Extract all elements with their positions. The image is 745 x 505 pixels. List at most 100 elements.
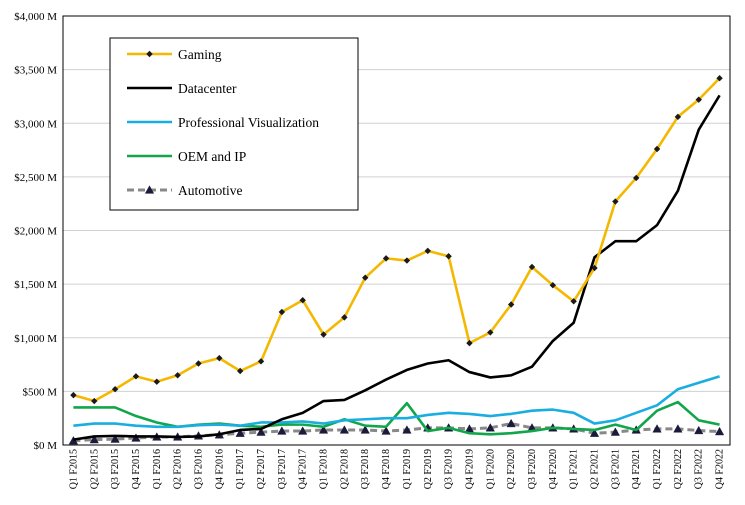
x-tick-label: Q4 F2015 [131,449,142,489]
x-tick-label: Q4 F2019 [464,449,475,489]
x-tick-label: Q1 F2018 [319,449,330,489]
x-tick-label: Q3 F2017 [277,449,288,489]
data-point [360,425,370,434]
data-point [694,425,704,435]
y-tick-label: $4,000 M [14,11,57,23]
data-point [341,314,348,321]
y-tick-label: $3,500 M [14,65,57,77]
y-tick-label: $0 M [33,440,57,452]
data-point [589,428,600,437]
data-point [216,354,223,362]
data-point [570,298,577,305]
data-point [278,308,286,316]
data-point [673,424,683,433]
data-point [716,75,723,82]
data-point [506,418,516,428]
data-point [256,427,266,436]
data-point [445,253,452,260]
x-tick-label: Q2 F2015 [89,449,100,489]
data-point [466,339,473,347]
series-line [73,422,720,443]
data-point [591,264,598,272]
data-point [653,145,661,153]
data-point [174,372,181,379]
x-tick-label: Q2 F2017 [256,449,267,489]
data-point [695,96,702,103]
legend-entry: Professional Visualization [127,115,319,130]
data-point [362,274,369,281]
plot-area-border [62,15,731,446]
data-point [318,425,329,434]
legend-box [109,37,359,211]
data-point [339,425,350,434]
series-line [73,375,720,429]
legend-entry: Automotive [127,183,243,198]
series-automotive [68,418,725,445]
x-tick-label: Q1 F2017 [235,449,246,489]
data-point [381,426,391,435]
x-tick-label: Q3 F2019 [444,449,455,489]
data-point [382,255,390,262]
data-point [195,360,202,367]
data-point [299,297,306,304]
x-tick-label: Q4 F2016 [214,449,225,489]
x-tick-label: Q1 F2016 [152,449,163,489]
x-tick-label: Q2 F2018 [339,449,350,489]
data-point [111,386,119,393]
series-professional-visualization [73,375,720,429]
legend-label: Automotive [178,183,243,198]
data-point [507,301,515,308]
data-point [424,247,431,255]
data-point [674,113,682,121]
x-tick-label: Q4 F2022 [715,449,726,489]
data-point [146,50,153,58]
legend-label: Gaming [178,47,222,62]
x-tick-label: Q3 F2021 [610,449,621,489]
x-tick-label: Q1 F2021 [569,449,580,489]
x-tick-label: Q2 F2019 [423,449,434,489]
data-point [528,263,536,271]
x-tick-label: Q2 F2016 [173,449,184,489]
x-tick-label: Q1 F2019 [402,449,413,489]
data-point [257,358,265,365]
x-tick-label: Q4 F2018 [381,449,392,489]
data-point [70,391,77,399]
x-tick-label: Q3 F2020 [527,449,538,489]
data-point [714,426,725,436]
x-tick-label: Q4 F2020 [548,449,559,489]
series-datacenter [73,94,721,441]
x-tick-label: Q2 F2022 [673,449,684,489]
x-tick-label: Q1 F2015 [68,449,79,489]
data-point [487,329,494,336]
data-point [89,434,99,444]
legend-entry: Gaming [127,47,222,62]
x-tick-label: Q1 F2022 [652,449,663,489]
legend-entry: OEM and IP [127,149,246,164]
x-tick-label: Q3 F2016 [193,449,204,489]
series-line [73,77,721,403]
data-point [610,427,620,436]
y-tick-label: $1,000 M [14,333,57,345]
x-tick-label: Q4 F2021 [631,449,642,489]
axes: $0 M $500 M $1,000 M $1,500 M $2,000 M $2,500… [14,11,731,489]
legend-label: OEM and IP [178,149,246,164]
data-point [403,257,411,264]
legend-label: Datacenter [178,81,237,96]
data-point [277,426,287,435]
data-point [236,367,244,375]
x-tick-label: Q1 F2020 [485,449,496,489]
y-tick-label: $1,500 M [14,279,57,291]
y-tick-label: $500 M [22,386,57,398]
data-point [298,426,308,435]
data-point [633,174,640,182]
series-gaming [70,75,723,405]
data-point [235,428,245,437]
series-lines [68,75,725,445]
x-tick-label: Q2 F2020 [506,449,517,489]
legend-entry: Datacenter [127,81,237,96]
y-tick-label: $2,500 M [14,172,57,184]
data-point [320,331,327,338]
x-tick-label: Q3 F2015 [110,449,121,489]
